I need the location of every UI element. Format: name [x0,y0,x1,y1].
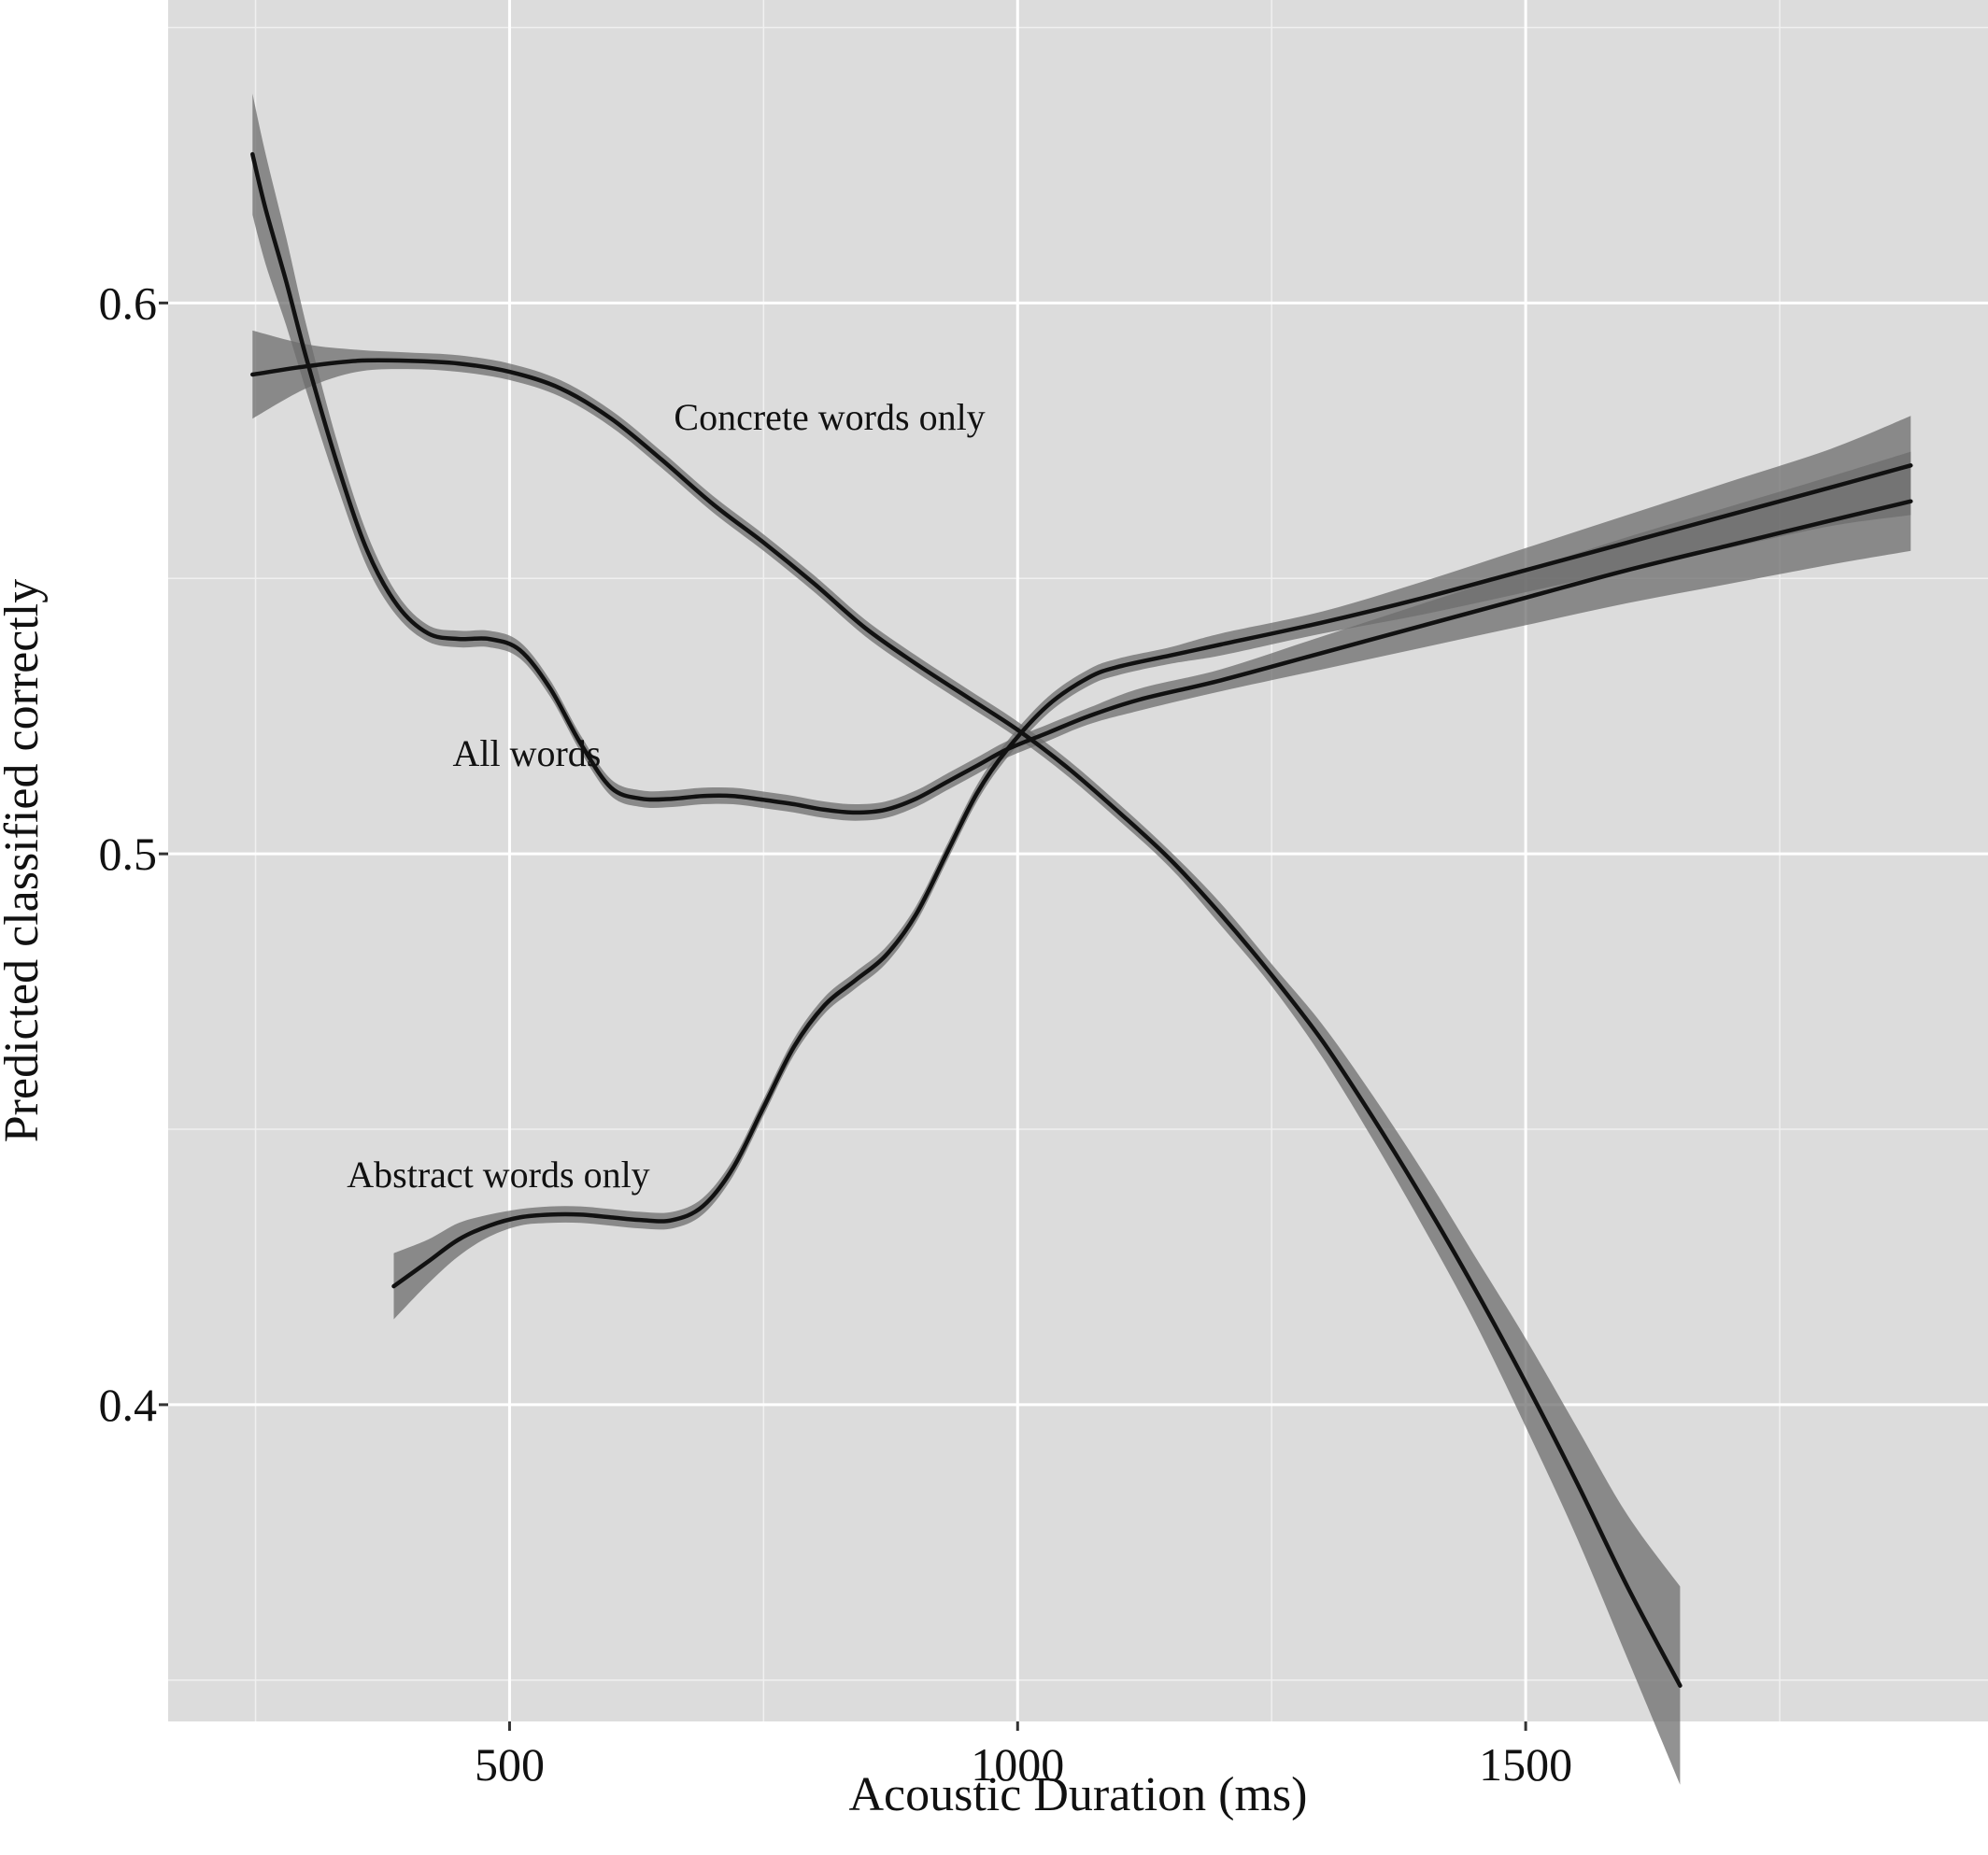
y-tick-label: 0.6 [99,276,158,329]
y-tick-label: 0.4 [99,1379,158,1431]
line-concrete-words-only [250,358,1683,1688]
confidence-bands [252,93,1911,1785]
line-all-words [250,151,1913,815]
series-label-abstract-words-only: Abstract words only [347,1154,649,1196]
y-axis-title: Predicted classified correctly [0,579,49,1143]
series-label-concrete-words-only: Concrete words only [674,396,985,438]
x-tick-label: 1000 [971,1738,1064,1791]
series-label-all-words: All words [452,732,601,774]
plot-panel [168,0,1988,1721]
series-labels: All words Concrete words only Abstract wor… [347,396,985,1196]
band-abstract-words-only [393,416,1911,1320]
minor-gridlines [168,0,1988,1721]
line-abstract-words-only [391,463,1913,1289]
x-axis: 500 1000 1500 [475,1721,1572,1791]
x-tick-label: 1500 [1479,1738,1572,1791]
y-tick-label: 0.5 [99,828,158,880]
x-axis-title: Acoustic Duration (ms) [848,1768,1307,1821]
major-gridlines [168,0,1988,1721]
series-lines [250,151,1913,1688]
y-axis: 0.4 0.5 0.6 [99,276,168,1431]
x-tick-label: 500 [475,1738,545,1791]
